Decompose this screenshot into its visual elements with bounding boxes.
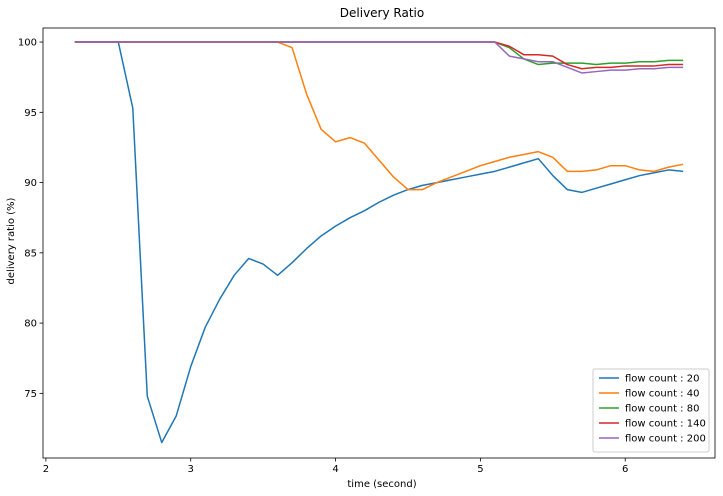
y-tick-label: 85 [24,248,37,259]
legend-label: flow count : 40 [625,389,699,400]
chart-title: Delivery Ratio [340,6,424,20]
x-tick-label: 2 [43,464,49,475]
plot-frame [42,27,716,459]
y-tick-label: 80 [24,319,37,330]
x-tick-label: 6 [622,464,628,475]
x-tick-label: 5 [477,464,483,475]
y-tick-label: 100 [18,38,37,49]
y-tick-label: 90 [24,178,37,189]
legend-box [592,368,710,453]
y-tick-label: 75 [24,389,37,400]
x-tick-label: 3 [188,464,194,475]
x-axis-label: time (second) [347,479,416,490]
series-line-1 [74,41,684,444]
plot-area: 2 3 4 5 6 75 80 85 90 95 100 [18,27,716,475]
legend-label: flow count : 140 [625,419,706,430]
legend-label: flow count : 20 [625,374,699,385]
legend-label: flow count : 200 [625,434,706,445]
y-tick-label: 95 [24,108,37,119]
series-line-5 [74,41,684,74]
legend: flow count : 20 flow count : 40 flow count… [592,368,710,453]
y-axis-label: delivery ratio (%) [6,197,17,284]
x-tick-label: 4 [332,464,338,475]
legend-label: flow count : 80 [625,404,699,415]
